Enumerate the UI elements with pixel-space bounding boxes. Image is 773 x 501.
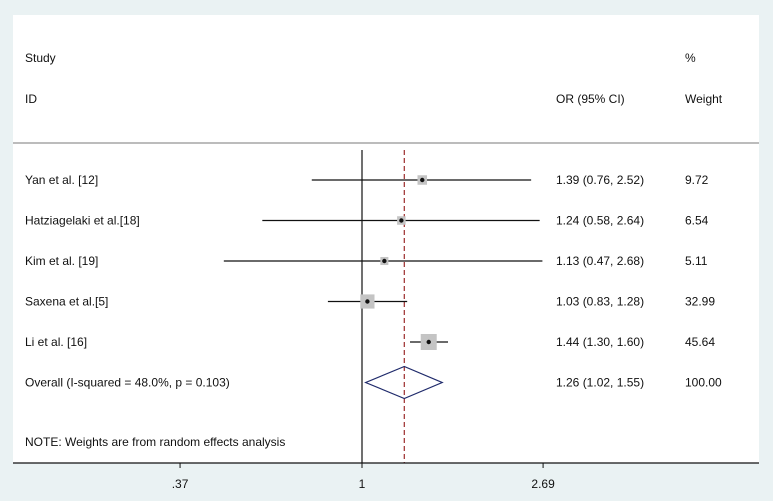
weight-value: 9.72	[685, 173, 709, 187]
point-estimate	[420, 177, 425, 183]
header-study: Study	[25, 51, 56, 65]
ci-value: 1.03 (0.83, 1.28)	[556, 295, 644, 309]
weight-value: 5.11	[685, 254, 708, 268]
weight-value: 6.54	[685, 214, 709, 228]
overall-diamond	[364, 365, 444, 400]
study-label: Saxena et al.[5]	[25, 295, 108, 309]
weight-value: 32.99	[685, 295, 715, 309]
note-text: NOTE: Weights are from random effects an…	[25, 435, 285, 449]
ci-value: 1.39 (0.76, 2.52)	[556, 173, 644, 187]
x-tick-label: .37	[172, 477, 189, 491]
header-percent: %	[685, 51, 696, 65]
ci-value: 1.44 (1.30, 1.60)	[556, 335, 644, 349]
overall-label: Overall (I-squared = 48.0%, p = 0.103)	[25, 376, 230, 390]
header-id: ID	[25, 92, 37, 106]
point-estimate	[365, 299, 370, 304]
overall-ci-value: 1.26 (1.02, 1.55)	[556, 376, 644, 390]
study-label: Kim et al. [19]	[25, 254, 98, 268]
study-label: Yan et al. [12]	[25, 173, 98, 187]
x-tick-label: 2.69	[531, 477, 555, 491]
x-tick-label: 1	[359, 477, 366, 491]
study-label: Hatziagelaki et al.[18]	[25, 214, 140, 228]
ci-value: 1.24 (0.58, 2.64)	[556, 214, 644, 228]
study-label: Li et al. [16]	[25, 335, 87, 349]
point-estimate	[426, 339, 431, 345]
point-estimate	[382, 258, 387, 264]
point-estimate	[399, 218, 404, 223]
header-weight: Weight	[685, 92, 723, 106]
weight-value: 45.64	[685, 335, 715, 349]
plot-area	[13, 15, 759, 463]
overall-weight-value: 100.00	[685, 376, 722, 390]
header-effect: OR (95% CI)	[556, 92, 625, 106]
ci-value: 1.13 (0.47, 2.68)	[556, 254, 644, 268]
